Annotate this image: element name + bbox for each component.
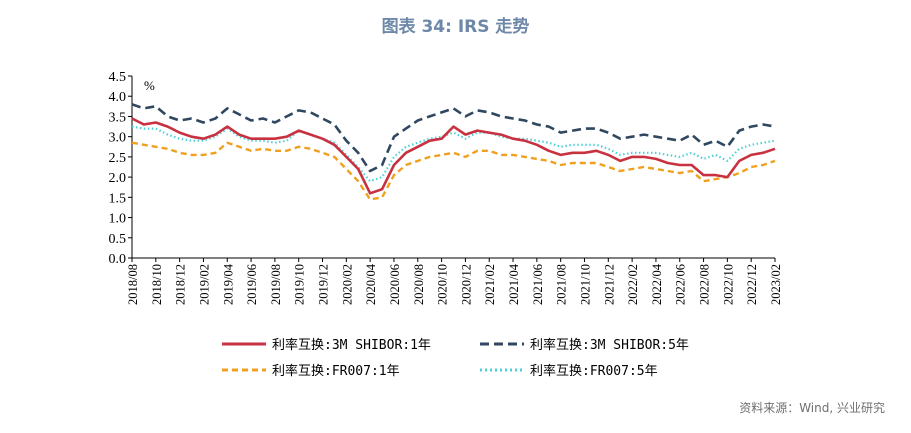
x-tick-label: 2019/06 — [245, 264, 259, 305]
y-unit-label: % — [144, 78, 155, 93]
x-tick-label: 2022/06 — [674, 264, 688, 305]
x-tick-label: 2020/04 — [364, 263, 378, 305]
series-line-shibor-5y — [131, 103, 776, 173]
y-tick-label: 2.5 — [109, 151, 127, 166]
x-tick-label: 2020/12 — [459, 264, 473, 305]
x-tick-label: 2020/08 — [412, 264, 426, 305]
x-tick-label: 2021/08 — [555, 264, 569, 305]
x-tick-label: 2018/10 — [150, 264, 164, 305]
legend-item-shibor-5y: 利率互换:3M SHIBOR:5年 — [480, 334, 689, 353]
x-tick-label: 2019/12 — [317, 264, 331, 305]
x-tick-label: 2019/04 — [221, 263, 235, 305]
legend-swatch-shibor-1y — [222, 342, 266, 345]
x-tick-label: 2022/08 — [698, 264, 712, 305]
series-line-fr007-5y — [131, 125, 776, 183]
x-tick-label: 2021/04 — [507, 263, 521, 305]
legend-label-fr007-1y: 利率互换:FR007:1年 — [272, 364, 400, 379]
y-tick-label: 1.0 — [109, 212, 127, 227]
legend-item-fr007-1y: 利率互换:FR007:1年 — [222, 360, 400, 379]
legend-label-shibor-5y: 利率互换:3M SHIBOR:5年 — [530, 338, 689, 353]
y-tick-label: 0.0 — [109, 252, 127, 267]
chart-title: 图表 34: IRS 走势 — [381, 17, 530, 37]
legend-label-shibor-1y: 利率互换:3M SHIBOR:1年 — [272, 338, 431, 353]
x-tick-label: 2020/10 — [436, 264, 450, 305]
source-note: 资料来源：Wind, 兴业研究 — [739, 401, 885, 415]
series-line-fr007-1y — [131, 141, 776, 201]
x-tick-label: 2021/12 — [602, 264, 616, 305]
y-tick-label: 3.5 — [109, 110, 127, 125]
x-tick-label: 2022/04 — [650, 263, 664, 305]
x-tick-label: 2022/02 — [626, 264, 640, 305]
y-tick-label: 1.5 — [109, 191, 127, 206]
x-tick-label: 2019/02 — [197, 264, 211, 305]
y-tick-label: 4.5 — [109, 70, 127, 85]
y-tick-label: 3.0 — [109, 131, 127, 146]
x-tick-label: 2022/10 — [721, 264, 735, 305]
y-tick-label: 4.0 — [109, 90, 127, 105]
legend-swatch-fr007-5y — [480, 368, 524, 371]
x-tick-label: 2022/12 — [745, 264, 759, 305]
legend-item-fr007-5y: 利率互换:FR007:5年 — [480, 360, 658, 379]
x-tick-label: 2020/02 — [340, 264, 354, 305]
x-tick-label: 2023/02 — [769, 264, 783, 305]
legend-swatch-shibor-5y — [480, 342, 524, 345]
x-tick-label: 2019/10 — [293, 264, 307, 305]
legend-item-shibor-1y: 利率互换:3M SHIBOR:1年 — [222, 334, 431, 353]
legend-swatch-fr007-1y — [222, 368, 266, 371]
x-tick-label: 2019/08 — [269, 264, 283, 305]
x-tick-label: 2018/12 — [174, 264, 188, 305]
x-tick-label: 2021/10 — [578, 264, 592, 305]
x-tick-label: 2021/02 — [483, 264, 497, 305]
x-tick-label: 2018/08 — [126, 264, 140, 305]
series-line-shibor-1y — [131, 117, 776, 195]
x-tick-label: 2021/06 — [531, 264, 545, 305]
y-tick-label: 2.0 — [109, 171, 127, 186]
y-tick-label: 0.5 — [109, 232, 127, 247]
x-tick-label: 2020/06 — [388, 264, 402, 305]
legend-label-fr007-5y: 利率互换:FR007:5年 — [530, 364, 658, 379]
